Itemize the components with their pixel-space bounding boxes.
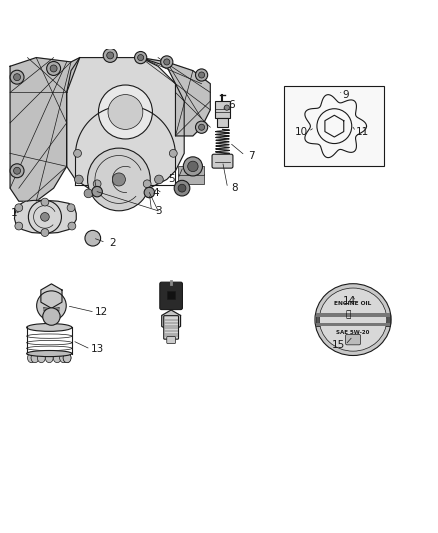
Circle shape [92,187,102,197]
Circle shape [103,49,117,62]
Polygon shape [162,310,180,332]
Bar [284,86,385,166]
Text: 6: 6 [229,100,235,110]
Text: 13: 13 [91,344,104,354]
Text: 7: 7 [248,150,255,160]
Polygon shape [41,284,62,308]
FancyBboxPatch shape [160,282,183,310]
Circle shape [174,180,190,196]
Ellipse shape [37,353,45,362]
Text: 4: 4 [152,188,159,198]
FancyBboxPatch shape [178,174,204,184]
Circle shape [43,308,60,325]
Circle shape [195,121,208,133]
FancyBboxPatch shape [178,166,204,175]
Circle shape [187,161,198,172]
Circle shape [198,72,205,78]
Text: 11: 11 [356,126,369,136]
Text: 14: 14 [343,296,356,306]
Bar [316,313,390,326]
Text: 5: 5 [168,174,174,184]
Circle shape [113,173,125,186]
Circle shape [161,56,173,68]
Circle shape [144,187,155,198]
Circle shape [170,149,177,157]
Text: 15: 15 [332,340,345,350]
Circle shape [134,52,147,63]
Ellipse shape [31,353,39,362]
Circle shape [143,180,151,188]
Circle shape [178,184,186,192]
Circle shape [10,164,24,177]
Text: ENGINE OIL: ENGINE OIL [335,301,372,305]
Circle shape [198,124,205,130]
Circle shape [145,189,154,198]
Circle shape [85,230,101,246]
Circle shape [99,85,152,139]
Bar [217,118,228,127]
Circle shape [74,149,81,157]
Text: 2: 2 [109,238,116,247]
Circle shape [84,189,93,198]
Circle shape [15,222,23,230]
Ellipse shape [28,353,35,362]
Text: 10: 10 [295,126,308,136]
Circle shape [10,70,24,84]
Circle shape [15,204,23,212]
Circle shape [184,157,202,176]
Ellipse shape [46,353,53,362]
Circle shape [67,204,75,212]
FancyBboxPatch shape [167,336,176,344]
Text: 12: 12 [95,307,108,317]
Text: 1: 1 [11,208,18,219]
Bar [316,322,390,326]
Circle shape [47,61,60,76]
Polygon shape [10,58,80,201]
Text: SAE 5W-20: SAE 5W-20 [336,330,370,335]
Ellipse shape [315,284,391,356]
Text: 9: 9 [342,90,349,100]
Bar [316,313,390,317]
Circle shape [41,198,49,206]
Text: 8: 8 [231,183,237,193]
Text: 3: 3 [155,206,161,216]
Ellipse shape [63,353,71,362]
Circle shape [107,52,114,59]
Ellipse shape [27,351,72,357]
Circle shape [88,148,150,211]
Circle shape [74,175,83,184]
Circle shape [195,69,208,81]
Circle shape [68,222,76,230]
Circle shape [41,229,49,237]
Circle shape [138,54,144,61]
FancyBboxPatch shape [212,154,233,168]
Circle shape [37,291,66,320]
Ellipse shape [27,324,72,332]
Ellipse shape [53,353,61,362]
FancyBboxPatch shape [215,101,230,118]
Bar [167,292,176,299]
Polygon shape [67,58,184,192]
Circle shape [108,94,143,130]
Polygon shape [141,58,210,136]
Ellipse shape [319,288,387,351]
Circle shape [155,175,163,184]
Circle shape [50,65,57,72]
Circle shape [93,180,101,188]
Circle shape [224,105,230,110]
Circle shape [14,74,21,80]
FancyBboxPatch shape [164,316,179,339]
Ellipse shape [63,353,71,362]
Circle shape [14,167,21,174]
Circle shape [164,59,170,65]
Ellipse shape [60,353,67,362]
Circle shape [41,213,49,221]
Text: 🛢: 🛢 [345,311,350,320]
Polygon shape [14,200,76,233]
FancyBboxPatch shape [346,334,360,345]
